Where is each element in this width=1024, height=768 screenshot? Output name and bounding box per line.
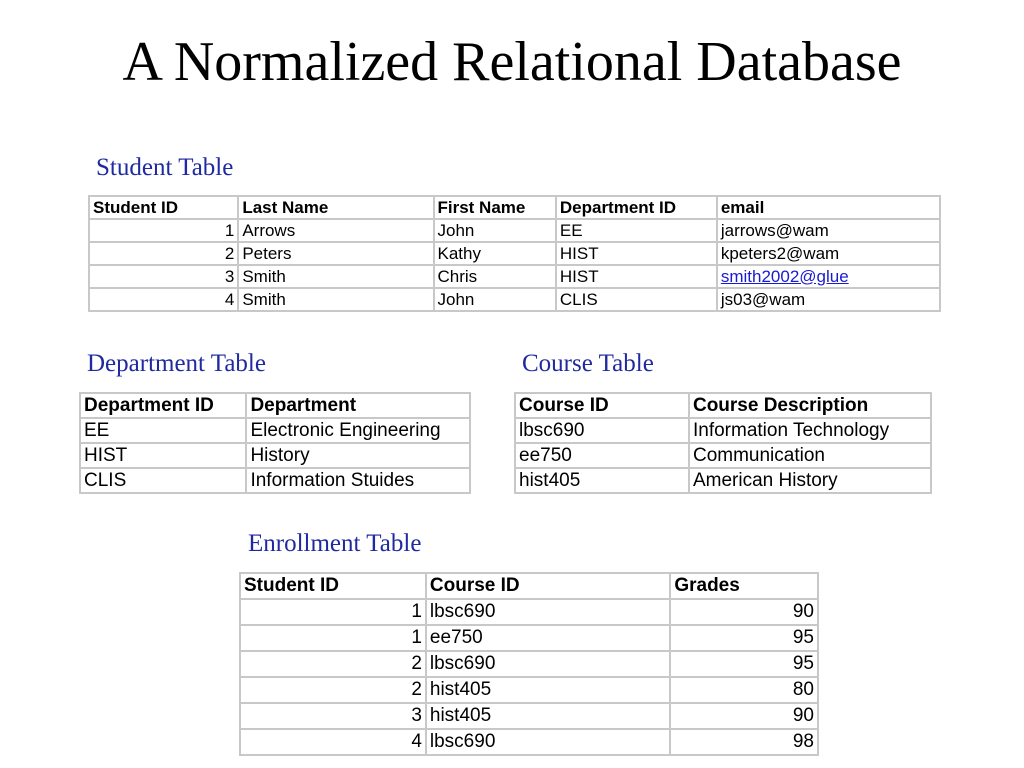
column-header: Last Name: [237, 195, 435, 220]
table-cell: 3: [239, 702, 427, 730]
table-cell: 1: [239, 598, 427, 626]
table-cell: 98: [669, 728, 819, 756]
column-header: Department ID: [554, 195, 718, 220]
table-row: HIST History: [78, 442, 471, 469]
table-cell: HIST: [78, 442, 248, 469]
table-cell: 2: [239, 650, 427, 678]
table-cell: Smith: [237, 264, 435, 289]
table-cell: 1: [87, 218, 240, 243]
table-cell: History: [245, 442, 471, 469]
table-row: 3 hist405 90: [239, 702, 819, 730]
enrollment-table: Student ID Course ID Grades 1 lbsc690 90 1 ee75…: [239, 572, 819, 756]
column-header: Department ID: [78, 392, 248, 419]
table-cell: 2: [87, 241, 240, 266]
table-cell: John: [432, 218, 557, 243]
table-cell: John: [432, 287, 557, 312]
table-cell: Electronic Engineering: [245, 417, 471, 444]
column-header: email: [715, 195, 942, 220]
column-header: Department: [245, 392, 471, 419]
table-cell: jarrows@wam: [715, 218, 942, 243]
table-cell: Smith: [237, 287, 435, 312]
table-cell: lbsc690: [424, 650, 672, 678]
table-row: 4 lbsc690 98: [239, 728, 819, 756]
table-cell: HIST: [554, 241, 718, 266]
table-cell: Kathy: [432, 241, 557, 266]
table-header-row: Department ID Department: [78, 392, 471, 419]
column-header: Course ID: [424, 572, 672, 600]
table-cell: ee750: [424, 624, 672, 652]
table-cell: kpeters2@wam: [715, 241, 942, 266]
column-header: Grades: [669, 572, 819, 600]
table-cell: 2: [239, 676, 427, 704]
table-header-row: Course ID Course Description: [514, 392, 933, 419]
column-header: Student ID: [239, 572, 427, 600]
table-cell: hist405: [424, 676, 672, 704]
table-cell: lbsc690: [424, 598, 672, 626]
column-header: Course ID: [514, 392, 690, 419]
table-header-row: Student ID Course ID Grades: [239, 572, 819, 600]
table-cell: Peters: [237, 241, 435, 266]
table-cell: Chris: [432, 264, 557, 289]
course-table: Course ID Course Description lbsc690 Inform…: [514, 392, 933, 494]
table-cell: 90: [669, 702, 819, 730]
table-cell: 95: [669, 624, 819, 652]
table-cell: Information Stuides: [245, 467, 471, 494]
table-cell: 1: [239, 624, 427, 652]
table-cell: hist405: [514, 467, 690, 494]
table-row: 1 ee750 95: [239, 624, 819, 652]
table-cell: lbsc690: [424, 728, 672, 756]
table-cell: 95: [669, 650, 819, 678]
table-cell: CLIS: [554, 287, 718, 312]
table-cell: 3: [87, 264, 240, 289]
table-row: CLIS Information Stuides: [78, 467, 471, 494]
table-row: 2 lbsc690 95: [239, 650, 819, 678]
table-cell: EE: [78, 417, 248, 444]
table-cell: ee750: [514, 442, 690, 469]
table-cell: 4: [239, 728, 427, 756]
table-cell: 90: [669, 598, 819, 626]
table-row: 4 Smith John CLIS js03@wam: [87, 287, 942, 312]
department-table-heading: Department Table: [87, 350, 266, 377]
table-cell: js03@wam: [715, 287, 942, 312]
department-table: Department ID Department EE Electronic Engi…: [78, 392, 471, 494]
table-cell: 4: [87, 287, 240, 312]
table-cell: lbsc690: [514, 417, 690, 444]
email-link[interactable]: smith2002@glue: [720, 266, 849, 286]
student-table-heading: Student Table: [96, 154, 234, 181]
table-cell: 80: [669, 676, 819, 704]
table-row: 3 Smith Chris HIST smith2002@glue: [87, 264, 942, 289]
table-cell: Information Technology: [687, 417, 933, 444]
table-cell: EE: [554, 218, 718, 243]
enrollment-table-heading: Enrollment Table: [248, 530, 422, 557]
column-header: First Name: [432, 195, 557, 220]
table-cell: smith2002@glue: [715, 264, 942, 289]
table-row: 2 hist405 80: [239, 676, 819, 704]
student-table: Student ID Last Name First Name Department …: [87, 195, 942, 312]
table-row: EE Electronic Engineering: [78, 417, 471, 444]
table-cell: American History: [687, 467, 933, 494]
table-row: lbsc690 Information Technology: [514, 417, 933, 444]
table-row: 2 Peters Kathy HIST kpeters2@wam: [87, 241, 942, 266]
table-cell: Arrows: [237, 218, 435, 243]
table-cell: HIST: [554, 264, 718, 289]
table-row: 1 Arrows John EE jarrows@wam: [87, 218, 942, 243]
column-header: Student ID: [87, 195, 240, 220]
table-row: hist405 American History: [514, 467, 933, 494]
table-row: ee750 Communication: [514, 442, 933, 469]
table-cell: CLIS: [78, 467, 248, 494]
table-cell: hist405: [424, 702, 672, 730]
table-row: 1 lbsc690 90: [239, 598, 819, 626]
slide-title: A Normalized Relational Database: [122, 31, 902, 93]
column-header: Course Description: [687, 392, 933, 419]
table-header-row: Student ID Last Name First Name Department …: [87, 195, 942, 220]
table-cell: Communication: [687, 442, 933, 469]
course-table-heading: Course Table: [522, 350, 654, 377]
